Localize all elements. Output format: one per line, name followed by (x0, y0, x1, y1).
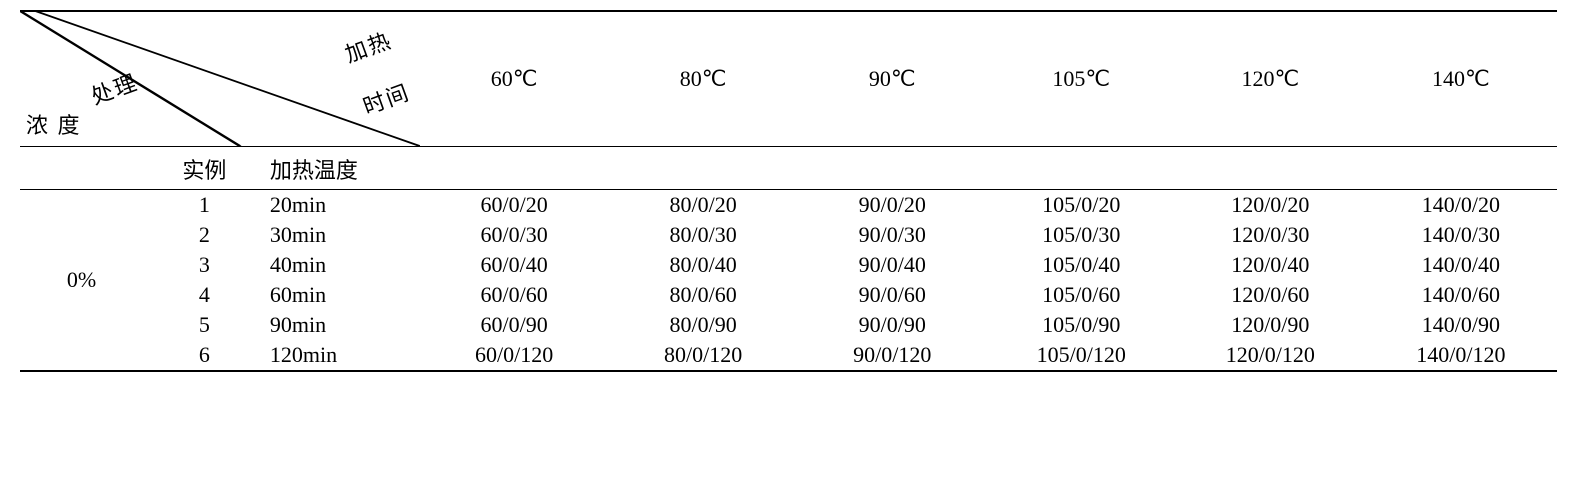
row-index: 2 (143, 220, 266, 250)
data-cell: 105/0/30 (987, 220, 1176, 250)
data-cell: 60/0/60 (420, 280, 609, 310)
data-cell: 60/0/30 (420, 220, 609, 250)
col-header: 60℃ (420, 11, 609, 147)
data-cell: 140/0/20 (1365, 190, 1557, 221)
data-cell: 90/0/90 (798, 310, 987, 340)
example-label: 实例 (143, 147, 266, 190)
data-cell: 140/0/60 (1365, 280, 1557, 310)
row-index: 3 (143, 250, 266, 280)
header-row: 加热 处理 时间 浓 度 60℃ 80℃ 90℃ 105℃ 120℃ 140℃ (20, 11, 1557, 147)
data-cell: 80/0/120 (609, 340, 798, 371)
data-cell: 140/0/30 (1365, 220, 1557, 250)
data-cell: 120/0/120 (1176, 340, 1365, 371)
data-cell: 90/0/30 (798, 220, 987, 250)
data-cell: 60/0/40 (420, 250, 609, 280)
data-cell: 80/0/30 (609, 220, 798, 250)
time-cell: 60min (266, 280, 420, 310)
data-cell: 120/0/30 (1176, 220, 1365, 250)
col-header: 90℃ (798, 11, 987, 147)
data-cell: 60/0/120 (420, 340, 609, 371)
data-cell: 120/0/60 (1176, 280, 1365, 310)
row-index: 5 (143, 310, 266, 340)
data-cell: 120/0/90 (1176, 310, 1365, 340)
data-cell: 105/0/40 (987, 250, 1176, 280)
data-cell: 105/0/120 (987, 340, 1176, 371)
time-cell: 90min (266, 310, 420, 340)
data-cell: 90/0/40 (798, 250, 987, 280)
concentration-cell: 0% (20, 190, 143, 372)
data-cell: 105/0/60 (987, 280, 1176, 310)
data-cell: 90/0/60 (798, 280, 987, 310)
table-row: 230min60/0/3080/0/3090/0/30105/0/30120/0… (20, 220, 1557, 250)
data-cell: 140/0/90 (1365, 310, 1557, 340)
data-cell: 140/0/40 (1365, 250, 1557, 280)
row-index: 1 (143, 190, 266, 221)
data-cell: 120/0/20 (1176, 190, 1365, 221)
data-cell: 60/0/20 (420, 190, 609, 221)
data-cell: 120/0/40 (1176, 250, 1365, 280)
table-row: 460min60/0/6080/0/6090/0/60105/0/60120/0… (20, 280, 1557, 310)
data-cell: 80/0/20 (609, 190, 798, 221)
data-cell: 140/0/120 (1365, 340, 1557, 371)
col-header: 140℃ (1365, 11, 1557, 147)
data-cell: 80/0/90 (609, 310, 798, 340)
data-cell: 105/0/90 (987, 310, 1176, 340)
data-cell: 80/0/60 (609, 280, 798, 310)
section-row: 实例 加热温度 (20, 147, 1557, 190)
data-cell: 90/0/20 (798, 190, 987, 221)
corner-label-conc: 浓 度 (26, 108, 82, 140)
corner-cell: 加热 处理 时间 浓 度 (20, 11, 420, 147)
table-row: 6120min60/0/12080/0/12090/0/120105/0/120… (20, 340, 1557, 371)
table-row: 0%120min60/0/2080/0/2090/0/20105/0/20120… (20, 190, 1557, 221)
data-table: 加热 处理 时间 浓 度 60℃ 80℃ 90℃ 105℃ 120℃ 140℃ … (20, 10, 1557, 372)
data-cell: 60/0/90 (420, 310, 609, 340)
row-index: 6 (143, 340, 266, 371)
col-header: 80℃ (609, 11, 798, 147)
col-header: 120℃ (1176, 11, 1365, 147)
data-cell: 80/0/40 (609, 250, 798, 280)
time-cell: 30min (266, 220, 420, 250)
time-cell: 40min (266, 250, 420, 280)
table-row: 340min60/0/4080/0/4090/0/40105/0/40120/0… (20, 250, 1557, 280)
row-index: 4 (143, 280, 266, 310)
time-cell: 20min (266, 190, 420, 221)
col-header: 105℃ (987, 11, 1176, 147)
data-cell: 90/0/120 (798, 340, 987, 371)
data-cell: 105/0/20 (987, 190, 1176, 221)
time-cell: 120min (266, 340, 420, 371)
table-row: 590min60/0/9080/0/9090/0/90105/0/90120/0… (20, 310, 1557, 340)
heat-temp-label: 加热温度 (266, 147, 420, 190)
